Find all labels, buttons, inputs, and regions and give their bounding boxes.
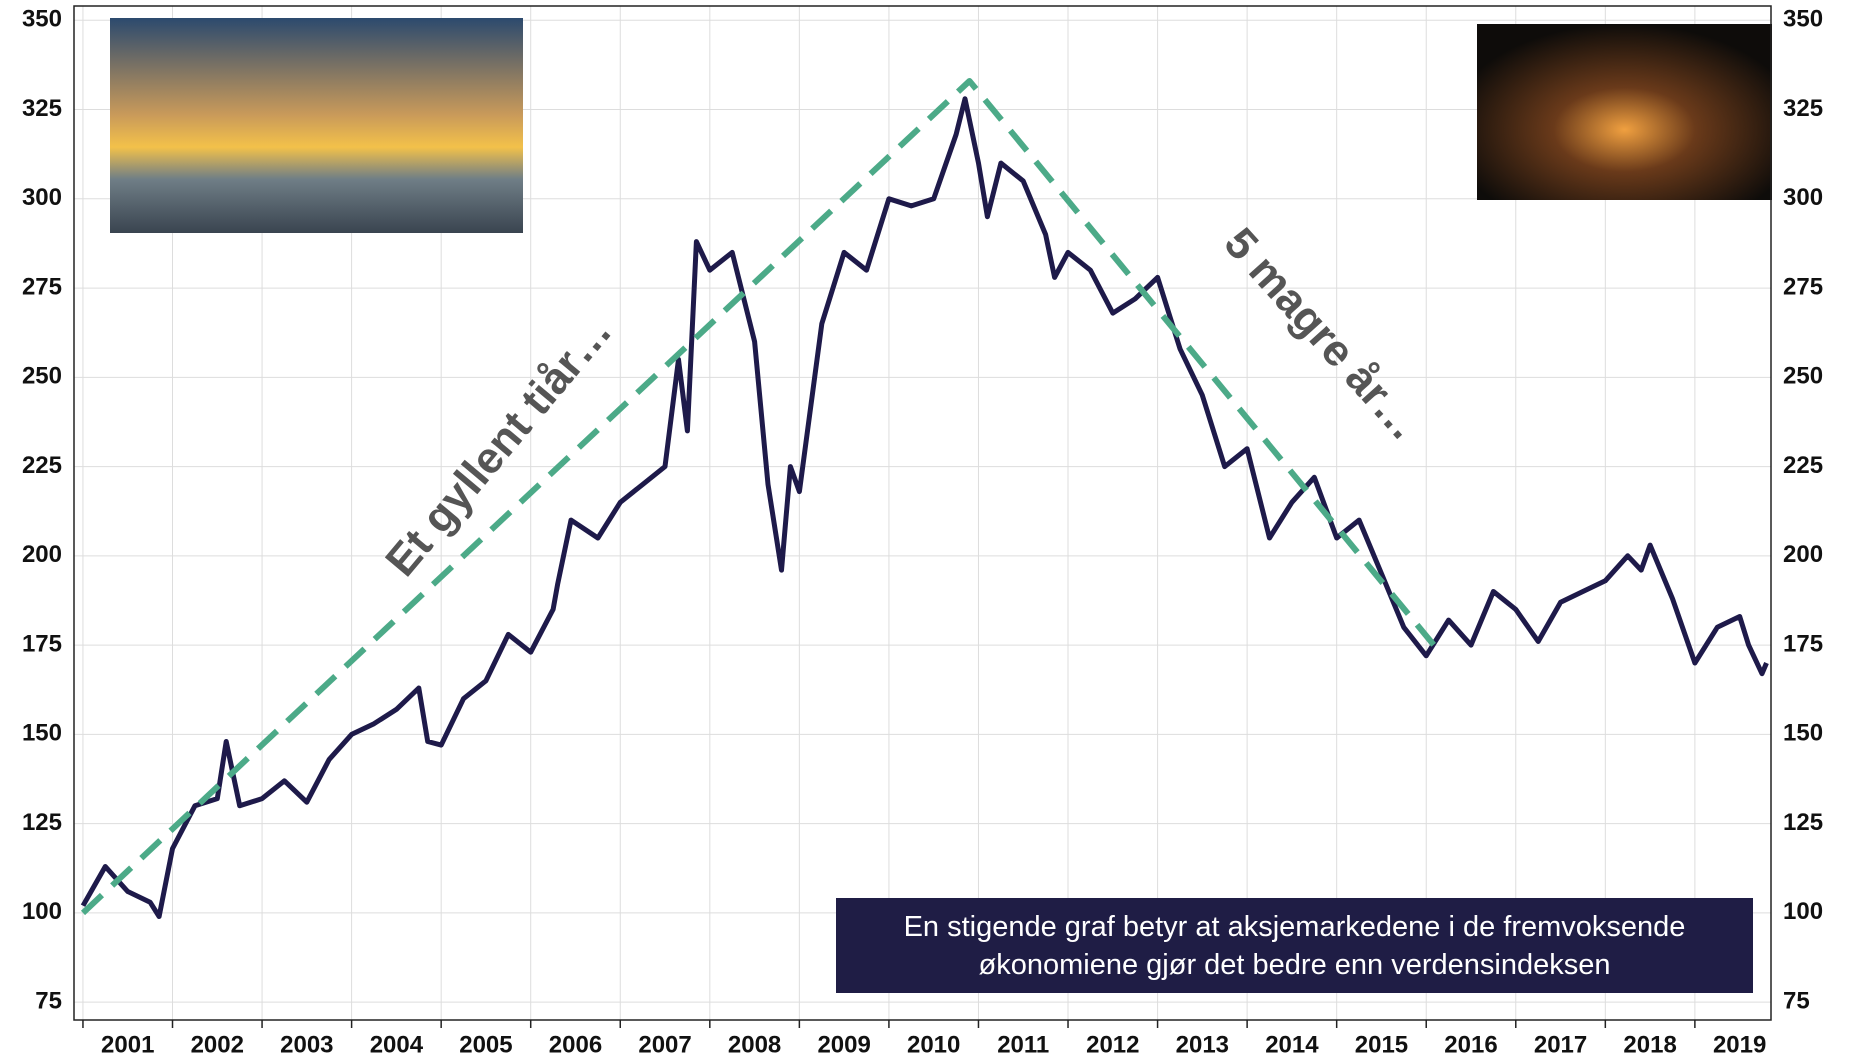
x-tick-label: 2017 bbox=[1534, 1031, 1587, 1058]
y-tick-label: 200 bbox=[22, 541, 62, 568]
y-tick-label: 150 bbox=[22, 720, 62, 747]
y2-tick-label: 175 bbox=[1783, 630, 1823, 657]
x-tick-label: 2002 bbox=[191, 1031, 244, 1058]
photo-city bbox=[110, 18, 523, 233]
y2-tick-label: 200 bbox=[1783, 541, 1823, 568]
y-tick-label: 275 bbox=[22, 273, 62, 300]
y-tick-label: 175 bbox=[22, 630, 62, 657]
x-tick-label: 2018 bbox=[1623, 1031, 1676, 1058]
y2-tick-label: 325 bbox=[1783, 95, 1823, 122]
photo-protest bbox=[1477, 24, 1772, 200]
y-tick-label: 75 bbox=[35, 987, 62, 1014]
x-tick-label: 2010 bbox=[907, 1031, 960, 1058]
note-text: En stigende graf betyr at aksjemarkedene… bbox=[846, 898, 1743, 993]
y-tick-label: 100 bbox=[22, 898, 62, 925]
x-tick-label: 2004 bbox=[370, 1031, 424, 1058]
y-tick-label: 250 bbox=[22, 363, 62, 390]
x-tick-label: 2009 bbox=[817, 1031, 870, 1058]
x-tick-label: 2015 bbox=[1355, 1031, 1408, 1058]
x-tick-label: 2019 bbox=[1713, 1031, 1766, 1058]
y-tick-label: 325 bbox=[22, 95, 62, 122]
note: En stigende graf betyr at aksjemarkedene… bbox=[846, 898, 1743, 993]
y2-tick-label: 300 bbox=[1783, 184, 1823, 211]
x-tick-label: 2014 bbox=[1265, 1031, 1319, 1058]
y-tick-label: 225 bbox=[22, 452, 62, 479]
y2-tick-label: 250 bbox=[1783, 363, 1823, 390]
y2-tick-label: 225 bbox=[1783, 452, 1823, 479]
y2-tick-label: 350 bbox=[1783, 6, 1823, 33]
y-tick-label: 350 bbox=[22, 6, 62, 33]
x-tick-label: 2005 bbox=[459, 1031, 512, 1058]
y2-tick-label: 75 bbox=[1783, 987, 1810, 1014]
chart: Et gyllent tiår… 5 magre år… En stigende… bbox=[0, 0, 1849, 1062]
x-tick-label: 2008 bbox=[728, 1031, 781, 1058]
x-tick-label: 2012 bbox=[1086, 1031, 1139, 1058]
x-tick-label: 2003 bbox=[280, 1031, 333, 1058]
x-tick-label: 2011 bbox=[997, 1031, 1049, 1058]
x-tick-label: 2013 bbox=[1176, 1031, 1229, 1058]
x-tick-label: 2007 bbox=[638, 1031, 691, 1058]
y2-tick-label: 275 bbox=[1783, 273, 1823, 300]
y-tick-label: 300 bbox=[22, 184, 62, 211]
y2-tick-label: 125 bbox=[1783, 809, 1823, 836]
x-tick-label: 2006 bbox=[549, 1031, 602, 1058]
x-tick-label: 2016 bbox=[1444, 1031, 1497, 1058]
y-tick-label: 125 bbox=[22, 809, 62, 836]
y2-tick-label: 100 bbox=[1783, 898, 1823, 925]
y2-tick-label: 150 bbox=[1783, 720, 1823, 747]
x-tick-label: 2001 bbox=[101, 1031, 154, 1058]
